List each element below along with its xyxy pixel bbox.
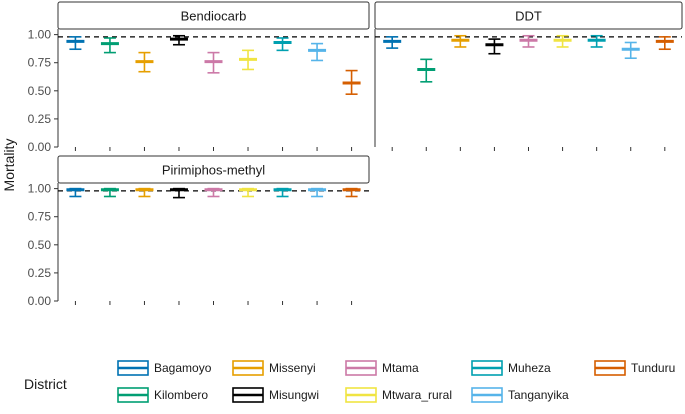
errorbar-muheza <box>273 37 292 52</box>
errorbar-kilombero <box>100 37 119 54</box>
legend-item-mtama: Mtama <box>345 360 419 376</box>
errorbar-bagamoyo <box>383 36 402 49</box>
errorbar-kilombero <box>417 58 436 83</box>
legend-label: Kilombero <box>154 388 208 402</box>
panel-bendiocarb: Bendiocarb 0.00 0.25 0.50 0.75 1.00 <box>28 1 370 154</box>
panel-pirimiphos-methyl: Pirimiphos-methyl 0.00 0.25 0.50 0.75 1.00 <box>28 155 370 308</box>
legend-item-missenyi: Missenyi <box>232 360 316 376</box>
legend-item-misungwi: Misungwi <box>232 387 319 403</box>
errorbar-tanganyika <box>621 41 640 60</box>
y-tick-label: 1.00 <box>28 28 52 42</box>
errorbar-missenyi <box>451 34 470 48</box>
y-tick-label: 0.75 <box>28 56 52 70</box>
errorbar-misungwi <box>169 34 188 46</box>
errorbar-mtwara-rural <box>239 187 258 198</box>
errorbar-bagamoyo <box>66 187 85 198</box>
legend-label: Mtama <box>382 361 419 375</box>
errorbar-muheza <box>587 34 606 48</box>
legend-label: Muheza <box>508 361 551 375</box>
panel-strip <box>374 1 683 30</box>
errorbar-missenyi <box>135 51 154 73</box>
errorbar-muheza <box>273 187 292 198</box>
legend-title: District <box>24 376 67 392</box>
errorbar-mtwara-rural <box>553 34 572 48</box>
errorbar-mtama <box>204 51 223 74</box>
legend-label: Misungwi <box>269 388 319 402</box>
errorbar-bagamoyo <box>66 36 85 51</box>
y-tick-label: 0.50 <box>28 84 52 98</box>
errorbar-tanganyika <box>308 42 327 62</box>
errorbar-mtama <box>519 34 538 48</box>
errorbar-tunduru <box>342 69 361 95</box>
y-tick-label: 0.00 <box>28 140 52 154</box>
y-tick-label: 0.25 <box>28 112 52 126</box>
legend-label: Mtwara_rural <box>382 388 452 402</box>
legend-label: Missenyi <box>269 361 316 375</box>
panel-strip <box>57 155 370 184</box>
legend-item-kilombero: Kilombero <box>117 387 208 403</box>
y-tick-label: 0.50 <box>28 238 52 252</box>
panel-title: Bendiocarb <box>181 9 247 24</box>
legend-item-tunduru: Tunduru <box>594 360 675 376</box>
legend-item-mtwara-rural: Mtwara_rural <box>345 387 452 403</box>
y-tick-label: 0.75 <box>28 210 52 224</box>
errorbar-tunduru <box>655 36 674 51</box>
legend-item-bagamoyo: Bagamoyo <box>117 360 212 376</box>
y-tick-label: 0.00 <box>28 294 52 308</box>
errorbar-mtwara-rural <box>239 49 258 71</box>
legend-item-tanganyika: Tanganyika <box>471 387 569 403</box>
legend-label: Tunduru <box>631 361 675 375</box>
errorbar-tunduru <box>342 187 361 198</box>
errorbar-kilombero <box>100 187 119 198</box>
legend: District Bagamoyo Kilombero Missenyi Misungw… <box>24 360 675 403</box>
y-tick-label: 0.25 <box>28 266 52 280</box>
facet-panels: Bendiocarb 0.00 0.25 0.50 0.75 1.00 DDT Pirimip… <box>28 1 683 308</box>
errorbar-tanganyika <box>308 187 327 198</box>
legend-label: Bagamoyo <box>154 361 212 375</box>
errorbar-misungwi <box>485 38 504 55</box>
panel-title: Pirimiphos-methyl <box>162 163 265 178</box>
panel-ddt: DDT <box>374 1 683 151</box>
panel-strip <box>57 1 370 30</box>
legend-label: Tanganyika <box>508 388 569 402</box>
errorbar-misungwi <box>169 187 188 199</box>
errorbar-mtama <box>204 187 223 198</box>
errorbar-missenyi <box>135 187 154 198</box>
panel-title: DDT <box>515 9 542 24</box>
y-axis-label: Mortality <box>1 139 17 192</box>
y-tick-label: 1.00 <box>28 182 52 196</box>
legend-item-muheza: Muheza <box>471 360 551 376</box>
